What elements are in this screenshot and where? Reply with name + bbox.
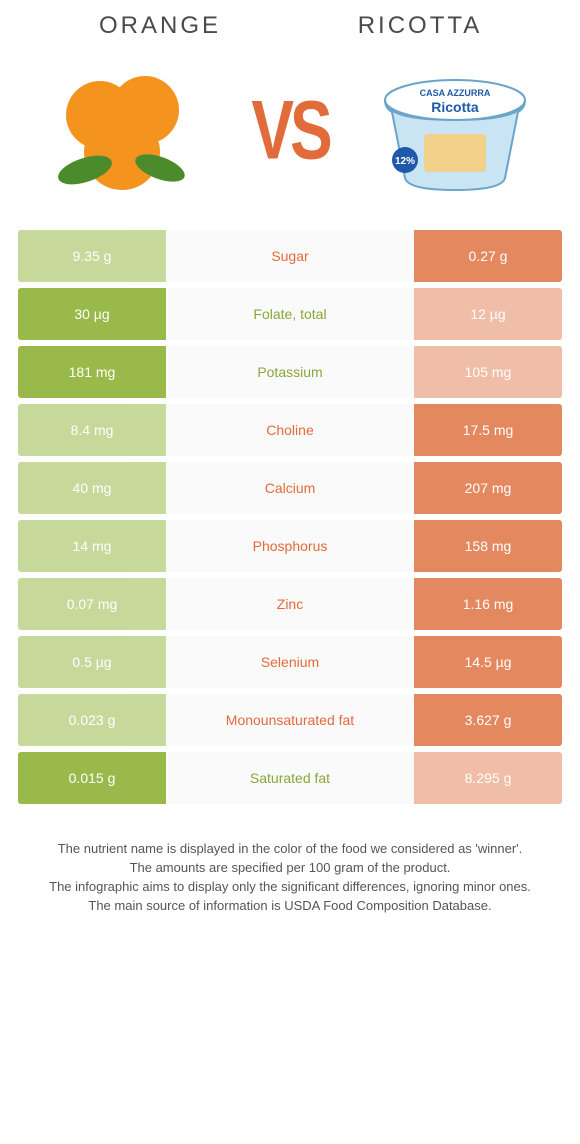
nutrient-label-cell: Monounsaturated fat [166,694,414,746]
header: Orange Ricotta [0,0,580,40]
comparison-table: 9.35 gSugar0.27 g 30 µgFolate, total12 µg… [0,230,580,804]
nutrient-label-cell: Choline [166,404,414,456]
left-value-cell: 30 µg [18,288,166,340]
tub-brand-text: CASA AZZURRA [419,88,490,98]
table-row: 0.023 gMonounsaturated fat3.627 g [18,694,562,746]
nutrient-label-cell: Zinc [166,578,414,630]
footer-line: The infographic aims to display only the… [30,878,550,897]
nutrient-label-cell: Saturated fat [166,752,414,804]
table-row: 14 mgPhosphorus158 mg [18,520,562,572]
table-row: 0.015 gSaturated fat8.295 g [18,752,562,804]
orange-image [40,60,210,200]
left-value-cell: 0.5 µg [18,636,166,688]
ricotta-icon: CASA AZZURRA Ricotta 12% [370,60,540,200]
left-value-cell: 0.023 g [18,694,166,746]
right-value-cell: 158 mg [414,520,562,572]
nutrient-label-cell: Folate, total [166,288,414,340]
right-food-title: Ricotta [290,12,550,40]
footer-line: The nutrient name is displayed in the co… [30,840,550,859]
left-value-cell: 8.4 mg [18,404,166,456]
vs-label: VS [251,82,328,178]
nutrient-label-cell: Calcium [166,462,414,514]
orange-icon [40,60,210,200]
right-value-cell: 105 mg [414,346,562,398]
nutrient-label-cell: Selenium [166,636,414,688]
left-food-title: Orange [30,12,290,40]
right-value-cell: 0.27 g [414,230,562,282]
table-row: 181 mgPotassium105 mg [18,346,562,398]
footer-line: The amounts are specified per 100 gram o… [30,859,550,878]
table-row: 8.4 mgCholine17.5 mg [18,404,562,456]
right-value-cell: 3.627 g [414,694,562,746]
nutrient-label-cell: Sugar [166,230,414,282]
right-value-cell: 207 mg [414,462,562,514]
left-value-cell: 9.35 g [18,230,166,282]
footer-line: The main source of information is USDA F… [30,897,550,916]
right-value-cell: 8.295 g [414,752,562,804]
table-row: 0.5 µgSelenium14.5 µg [18,636,562,688]
table-row: 9.35 gSugar0.27 g [18,230,562,282]
right-value-cell: 14.5 µg [414,636,562,688]
left-value-cell: 0.07 mg [18,578,166,630]
ricotta-image: CASA AZZURRA Ricotta 12% [370,60,540,200]
left-value-cell: 0.015 g [18,752,166,804]
hero-row: VS CASA AZZURRA Ricotta 12% [0,40,580,230]
table-row: 40 mgCalcium207 mg [18,462,562,514]
left-value-cell: 40 mg [18,462,166,514]
nutrient-label-cell: Phosphorus [166,520,414,572]
nutrient-label-cell: Potassium [166,346,414,398]
footer-notes: The nutrient name is displayed in the co… [0,810,580,955]
tub-badge-text: 12% [395,156,415,167]
right-value-cell: 1.16 mg [414,578,562,630]
left-value-cell: 181 mg [18,346,166,398]
right-value-cell: 17.5 mg [414,404,562,456]
table-row: 30 µgFolate, total12 µg [18,288,562,340]
tub-product-text: Ricotta [431,99,479,115]
table-row: 0.07 mgZinc1.16 mg [18,578,562,630]
right-value-cell: 12 µg [414,288,562,340]
left-value-cell: 14 mg [18,520,166,572]
